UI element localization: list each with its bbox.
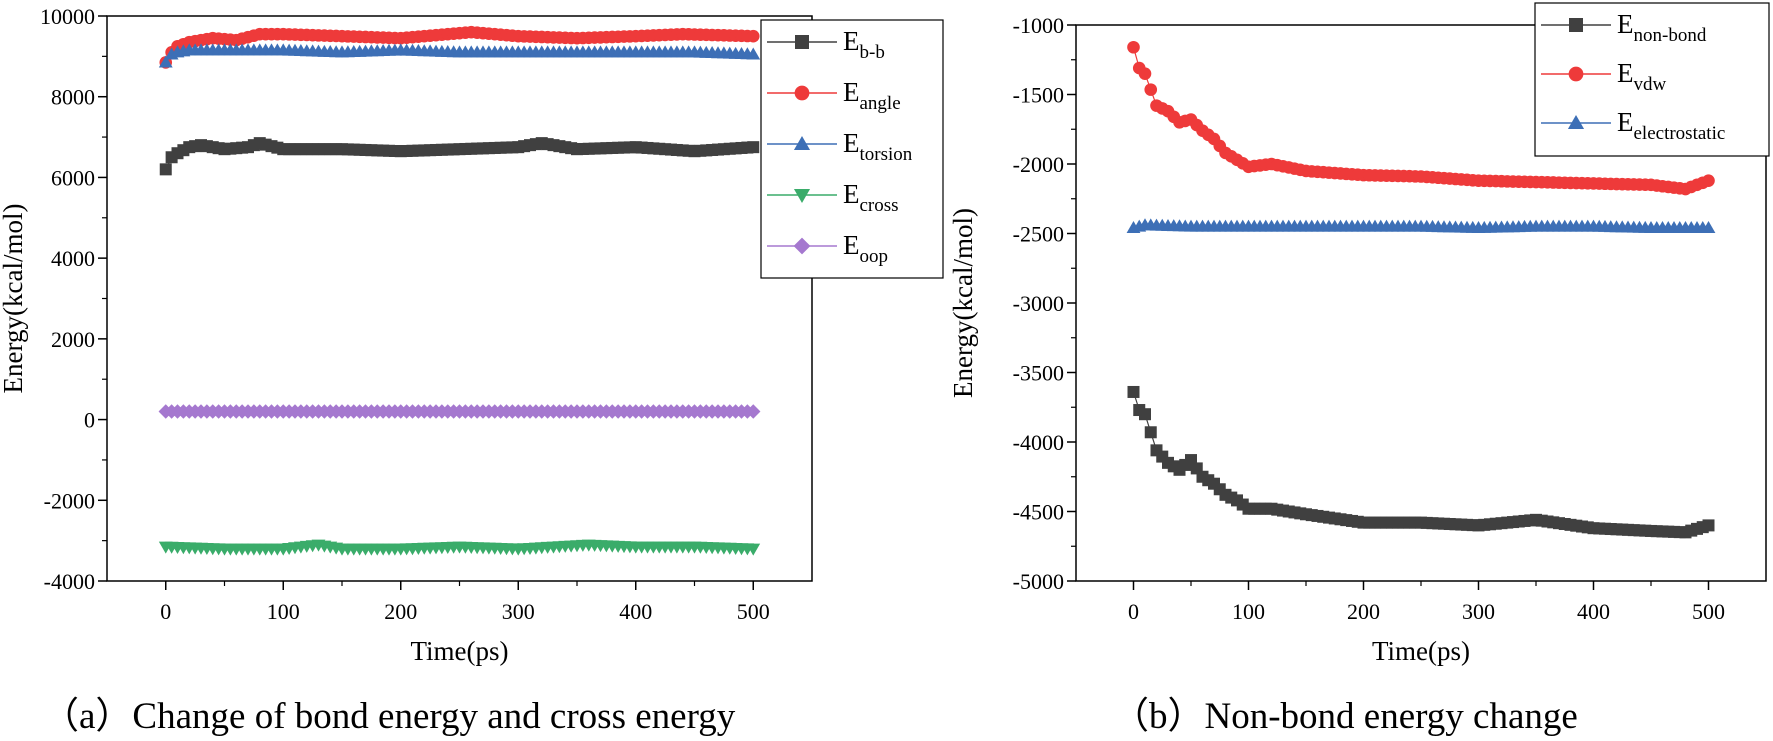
series-cross [158,539,761,556]
y-tick-label: -4000 [44,569,95,594]
x-tick-label: 200 [1347,599,1380,624]
y-tick-label: 0 [84,408,95,433]
data-point [746,29,760,43]
legend-label: Ecross [843,179,899,216]
y-tick-label: 4000 [51,246,95,271]
plot-frame [106,15,813,582]
data-point [746,543,761,556]
legend-label: Eb-b [843,26,885,63]
legend-label: Eangle [843,77,901,114]
legend-marker [793,189,811,204]
data-point [1139,408,1151,421]
legend: Enon-bond Evdw Eelectrostatic [1534,2,1770,157]
data-point [746,47,761,60]
legend-box [760,19,944,279]
x-tick-label: 0 [160,599,171,624]
y-tick-label: -3500 [1013,361,1064,386]
legend-label: Etorsion [843,128,913,165]
series-non-bond [1127,385,1715,539]
y-tick-label: 2000 [51,327,95,352]
data-point [1702,174,1715,187]
legend: Eb-b Eangle Etorsion Ecross Eoop [760,19,944,279]
y-tick-label: -5000 [1013,569,1064,594]
x-axis-title: Time(ps) [410,636,508,666]
legend-label: Evdw [1617,58,1667,95]
legend-label: Eoop [843,230,888,267]
chart-a: -4000 -2000 0 2000 4000 6000 8000 10000 0 100 200 3… [0,4,944,737]
legend-label: Eelectrostatic [1617,107,1725,144]
data-point [747,141,760,154]
y-tick-label: 10000 [40,4,95,29]
data-point [1702,519,1715,532]
x-tick-label: 400 [1577,599,1610,624]
series-vdw [1127,40,1715,196]
y-tick-label: 8000 [51,85,95,110]
y-tick-label: -1500 [1013,83,1064,108]
series-oop [158,404,761,419]
legend-label: Enon-bond [1617,9,1707,46]
legend-marker [1568,66,1584,82]
x-axis-title: Time(ps) [1372,636,1470,666]
series-angle [159,25,760,69]
x-tick-label: 500 [737,599,770,624]
x-tick-label: 100 [267,599,300,624]
y-tick-label: -2000 [1013,152,1064,177]
x-tick-label: 200 [384,599,417,624]
series-electrostatic [1126,218,1716,234]
y-tick-label: -2500 [1013,222,1064,247]
legend-marker [794,85,810,101]
x-tick-label: 100 [1232,599,1265,624]
data-point [159,163,172,176]
y-axis-title: Energy(kcal/mol) [948,208,978,398]
y-tick-label: 6000 [51,165,95,190]
legend-marker [793,135,811,150]
data-point [1701,221,1716,234]
data-point [1138,67,1152,80]
figure-caption: （a）Change of bond energy and cross energ… [42,696,736,737]
x-tick-label: 500 [1692,599,1725,624]
chart-b: -5000 -4500 -4000 -3500 -3000 -2500 -2000 -1500… [948,2,1770,737]
figure-caption: （b）Non-bond energy change [1112,696,1578,737]
x-tick-label: 0 [1128,599,1139,624]
y-tick-label: -3000 [1013,291,1064,316]
data-point [1127,385,1140,398]
data-point [158,55,173,68]
series-torsion [158,43,761,68]
y-tick-label: -4500 [1013,500,1064,525]
y-tick-label: -2000 [44,488,95,513]
x-tick-label: 300 [1462,599,1495,624]
series-line [1132,391,1709,534]
x-tick-label: 400 [619,599,652,624]
y-axis-title: Energy(kcal/mol) [0,204,28,394]
data-point [1144,83,1158,96]
x-tick-label: 300 [502,599,535,624]
legend-marker [793,237,811,255]
legend-marker [1569,18,1583,32]
data-point [746,404,761,419]
series-b-b [159,137,760,176]
y-tick-label: -1000 [1013,13,1064,38]
legend-marker [1567,114,1585,129]
data-point [1127,40,1140,54]
y-tick-label: -4000 [1013,430,1064,455]
data-point [1144,426,1157,439]
legend-marker [795,35,809,49]
